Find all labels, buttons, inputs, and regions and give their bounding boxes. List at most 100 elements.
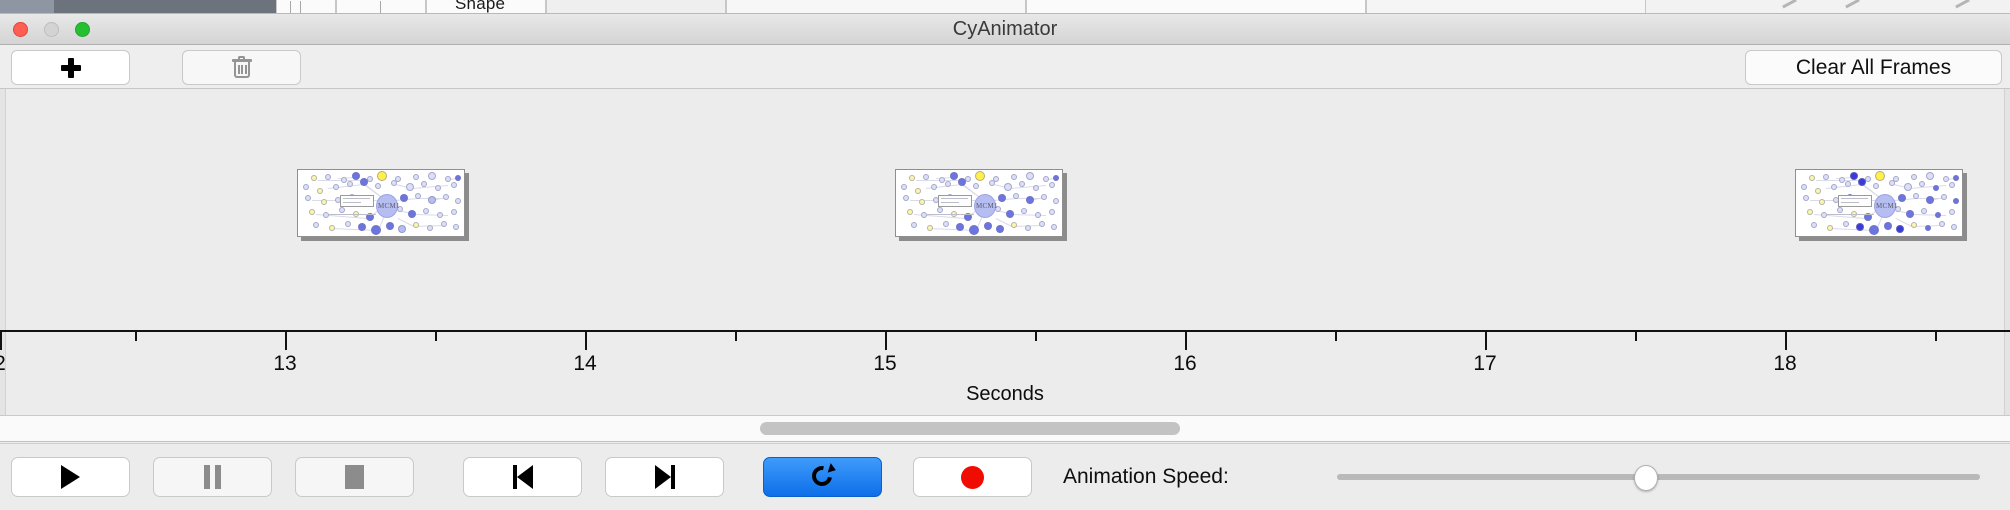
background-tick (290, 1, 291, 13)
background-cell (546, 0, 726, 13)
network-node (1049, 209, 1055, 215)
stop-button[interactable] (295, 457, 414, 497)
loop-button[interactable] (763, 457, 882, 497)
annotation-text-line (941, 198, 968, 199)
network-hub-label: MCM1 (976, 202, 998, 210)
network-node (915, 188, 921, 194)
frame-thumbnail[interactable]: MCM1 (895, 169, 1067, 241)
network-node (1831, 184, 1837, 190)
network-node (435, 185, 441, 191)
network-node (1053, 175, 1059, 181)
network-node (443, 194, 449, 200)
frame-network-preview: MCM1 (1795, 169, 1963, 237)
timeline-panel[interactable]: MCM1 MCM1 MCM1 2 13 14 15 16 17 18 Seconds (0, 89, 2010, 416)
network-node (1021, 208, 1027, 214)
annotation-text-line (343, 202, 361, 203)
timeline-left-edge (0, 89, 6, 415)
network-node (1911, 174, 1917, 180)
delete-frame-button[interactable] (182, 50, 301, 85)
network-node (455, 175, 461, 181)
frame-network-preview: MCM1 (895, 169, 1063, 237)
network-node (989, 180, 995, 186)
network-node (911, 222, 917, 228)
record-button[interactable] (913, 457, 1032, 497)
network-node (1845, 181, 1851, 187)
timeline-tick (1935, 332, 1937, 341)
timeline-tick (585, 332, 587, 350)
network-edge (1913, 214, 1946, 216)
network-node (408, 210, 416, 218)
animation-speed-label: Animation Speed: (1063, 465, 1229, 488)
network-node (937, 207, 943, 213)
network-node (423, 208, 429, 214)
timeline-scrollbar-thumb[interactable] (760, 422, 1180, 435)
play-button[interactable] (11, 457, 130, 497)
network-node (996, 225, 1004, 233)
network-node (386, 222, 394, 230)
background-cell (276, 0, 336, 13)
toolbar: Clear All Frames (0, 45, 2010, 89)
network-node (333, 184, 339, 190)
network-node (1039, 221, 1045, 227)
network-node (956, 223, 964, 231)
network-node (1033, 185, 1039, 191)
network-node (445, 176, 451, 182)
network-node (921, 212, 927, 218)
annotation-text-line (1841, 198, 1868, 199)
network-node (1041, 194, 1047, 200)
background-cell (726, 0, 1026, 13)
background-slash (1845, 0, 1860, 9)
network-node (1926, 172, 1934, 180)
network-node (907, 209, 913, 215)
network-node (993, 176, 999, 182)
slider-thumb[interactable] (1634, 465, 1658, 491)
window-titlebar: CyAnimator (0, 14, 2010, 45)
network-node (366, 213, 374, 221)
skip-end-button[interactable] (605, 457, 724, 497)
network-node (903, 195, 909, 201)
frame-thumbnail[interactable]: MCM1 (297, 169, 469, 241)
pause-button[interactable] (153, 457, 272, 497)
network-node (428, 196, 436, 204)
network-node (367, 176, 373, 182)
clear-all-frames-button[interactable]: Clear All Frames (1745, 50, 2002, 85)
timeline-tick (0, 332, 2, 350)
network-node (358, 223, 366, 231)
background-cell (1026, 0, 1366, 13)
frame-thumbnail[interactable]: MCM1 (1795, 169, 1967, 241)
record-icon (961, 465, 984, 489)
network-hub-node (376, 194, 398, 218)
animation-speed-slider[interactable] (1337, 457, 1980, 497)
network-node (1893, 176, 1899, 182)
network-node (1019, 181, 1025, 187)
background-titlebar-selected (54, 0, 276, 13)
annotation-text-line (941, 202, 959, 203)
play-icon (61, 465, 80, 489)
background-titlebar-left (0, 0, 54, 13)
timeline-tick (1785, 332, 1787, 350)
network-node (323, 212, 329, 218)
background-tick (300, 1, 301, 13)
skip-start-button[interactable] (463, 457, 582, 497)
network-node (1827, 225, 1833, 231)
network-node (1043, 176, 1049, 182)
network-node (969, 225, 979, 235)
close-button[interactable] (13, 22, 28, 37)
network-node (341, 177, 347, 183)
network-node (400, 194, 408, 202)
add-frame-button[interactable] (11, 50, 130, 85)
network-node (975, 171, 985, 181)
network-edge (318, 180, 360, 181)
slider-track[interactable] (1337, 474, 1980, 480)
playback-control-bar: Animation Speed: (0, 443, 2010, 510)
timeline-tick-label: 14 (573, 352, 597, 375)
timeline-scrollbar[interactable] (0, 416, 2010, 442)
maximize-button[interactable] (75, 22, 90, 37)
network-node (415, 193, 421, 199)
minimize-button[interactable] (44, 22, 59, 37)
network-node (455, 198, 461, 204)
network-node (1939, 221, 1945, 227)
network-node (1839, 177, 1845, 183)
network-node (1935, 212, 1941, 218)
network-node (1051, 224, 1057, 230)
